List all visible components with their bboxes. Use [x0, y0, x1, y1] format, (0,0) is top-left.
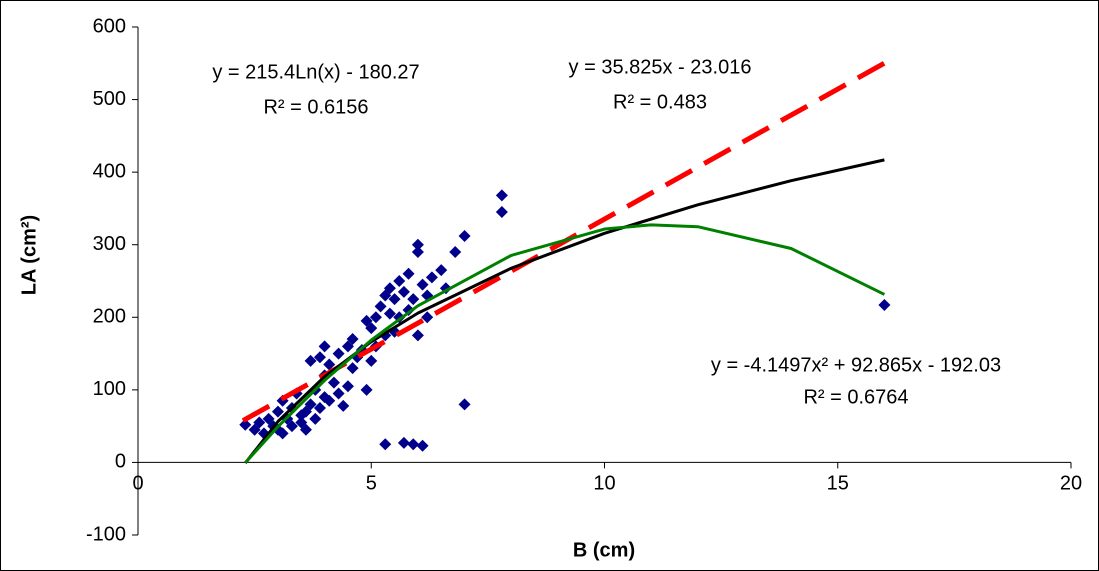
data-point	[435, 264, 448, 277]
data-point	[253, 416, 266, 429]
y-tick-label: 0	[115, 451, 126, 473]
data-point	[416, 439, 429, 452]
data-point	[346, 333, 359, 346]
data-point	[383, 282, 396, 295]
data-point	[318, 340, 331, 353]
data-point	[341, 380, 354, 393]
trendline-equation: R² = 0.6764	[803, 386, 908, 408]
data-point	[393, 275, 406, 287]
data-point	[313, 402, 326, 414]
data-point	[271, 405, 284, 418]
data-point	[313, 351, 326, 364]
x-tick-label: 10	[593, 473, 615, 495]
data-point	[299, 423, 312, 436]
data-point	[383, 307, 396, 320]
data-point	[495, 206, 508, 219]
data-point	[323, 358, 336, 371]
data-point	[458, 398, 471, 411]
x-tick-label: 15	[827, 473, 849, 495]
y-tick-label: 500	[93, 88, 126, 110]
data-point	[360, 383, 373, 396]
data-point	[365, 322, 378, 335]
data-point	[239, 418, 252, 431]
data-point	[332, 387, 345, 400]
x-axis-label: B (cm)	[573, 539, 635, 561]
data-point	[304, 398, 317, 411]
data-point	[332, 347, 345, 360]
y-axis-label: LA (cm²)	[18, 215, 40, 295]
trend-line	[244, 158, 885, 465]
y-tick-label: 400	[93, 160, 126, 182]
trendline-equation: R² = 0.483	[613, 91, 707, 113]
data-point	[449, 245, 462, 258]
y-tick-label: 300	[93, 233, 126, 255]
data-point	[388, 293, 401, 306]
data-point	[425, 271, 438, 284]
data-point	[402, 267, 415, 280]
trendline-equation: y = -4.1497x² + 92.865x - 192.03	[711, 354, 1001, 376]
data-point	[327, 376, 340, 389]
trendline-equation: R² = 0.6156	[263, 96, 368, 118]
trendline-equation: y = 35.825x - 23.016	[569, 56, 752, 78]
data-point	[276, 427, 289, 440]
data-point	[411, 329, 424, 342]
data-point	[323, 394, 336, 407]
data-point	[346, 362, 359, 375]
data-point	[304, 354, 317, 367]
data-point	[416, 278, 429, 291]
data-point	[878, 298, 891, 311]
y-tick-label: 600	[93, 15, 126, 37]
data-point	[407, 438, 420, 451]
y-tick-label: -100	[86, 523, 126, 545]
data-point	[374, 300, 387, 313]
data-point	[495, 189, 508, 202]
data-point	[411, 245, 424, 258]
data-point	[397, 436, 410, 449]
x-tick-label: 5	[366, 473, 377, 495]
data-point	[365, 354, 378, 367]
data-point	[411, 238, 424, 251]
trendline-equation: y = 215.4Ln(x) - 180.27	[212, 61, 419, 83]
data-point	[379, 438, 392, 451]
data-point	[458, 230, 471, 243]
data-point	[407, 293, 420, 306]
data-point	[309, 412, 322, 425]
x-tick-label: 0	[132, 473, 143, 495]
x-tick-label: 20	[1060, 473, 1082, 495]
y-tick-label: 100	[93, 378, 126, 400]
y-tick-label: 200	[93, 306, 126, 328]
trend-line	[244, 223, 886, 464]
data-point	[369, 311, 382, 324]
data-point	[337, 399, 350, 412]
data-point	[421, 311, 434, 324]
data-point	[285, 420, 298, 433]
data-point	[397, 285, 410, 298]
